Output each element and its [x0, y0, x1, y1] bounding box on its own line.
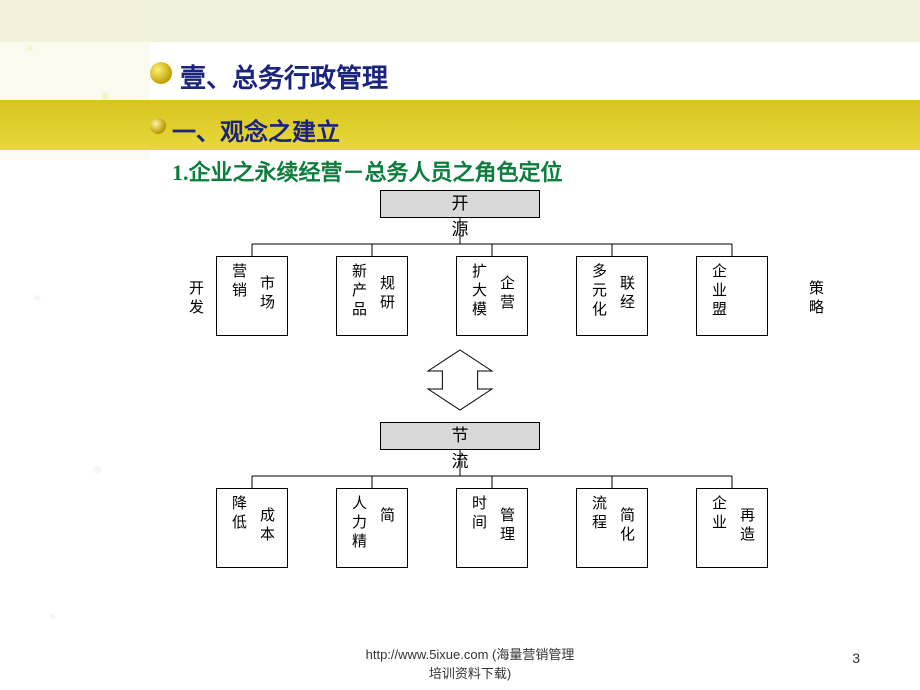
leaf-col-1: 新产品	[351, 263, 367, 320]
heading-3: 1.企业之永续经营－总务人员之角色定位	[172, 155, 563, 187]
leaf-col-1: 企业	[711, 495, 727, 533]
leaf-col-2: 联经	[619, 275, 635, 313]
leaf-box-top-4: 企业盟	[696, 256, 768, 336]
leaf-col-1: 多元化	[591, 263, 607, 320]
footer-line-2: 培训资料下载)	[429, 666, 511, 681]
leaf-col-2: 规研	[379, 275, 395, 313]
leaf-col-2: 成本	[259, 507, 275, 545]
bullet-icon	[150, 118, 166, 134]
leaf-col-2: 市场	[259, 275, 275, 313]
root-box-top: 开 源	[380, 190, 540, 218]
leaf-col-1: 人力精	[351, 495, 367, 552]
leaf-box-bottom-4: 企业再造	[696, 488, 768, 568]
leaf-box-bottom-1: 人力精简	[336, 488, 408, 568]
heading-1: 壹、总务行政管理	[180, 58, 388, 95]
footer-line-1: http://www.5ixue.com (海量营销管理	[366, 647, 575, 662]
root-box-bottom: 节 流	[380, 422, 540, 450]
footer-text: http://www.5ixue.com (海量营销管理 培训资料下载)	[300, 644, 640, 682]
org-diagram: 开 源营销市场新产品规研扩大模企营多元化联经企业盟开发策略节 流降低成本人力精简…	[0, 190, 920, 660]
leaf-col-1: 时间	[471, 495, 487, 533]
double-arrow-icon	[428, 350, 492, 410]
leaf-box-bottom-2: 时间管理	[456, 488, 528, 568]
side-label: 策略	[810, 280, 826, 318]
leaf-col-2: 企营	[499, 275, 515, 313]
leaf-box-bottom-0: 降低成本	[216, 488, 288, 568]
heading-2: 一、观念之建立	[172, 112, 340, 147]
side-label: 开发	[190, 280, 206, 318]
leaf-col-2: 简	[379, 507, 395, 526]
page-number: 3	[852, 650, 860, 666]
leaf-col-1: 扩大模	[471, 263, 487, 320]
leaf-box-top-1: 新产品规研	[336, 256, 408, 336]
leaf-col-1: 企业盟	[711, 263, 727, 320]
leaf-box-top-2: 扩大模企营	[456, 256, 528, 336]
bullet-icon	[150, 62, 172, 84]
leaf-box-bottom-3: 流程简化	[576, 488, 648, 568]
leaf-col-1: 营销	[231, 263, 247, 301]
leaf-box-top-0: 营销市场	[216, 256, 288, 336]
leaf-box-top-3: 多元化联经	[576, 256, 648, 336]
yellow-bar	[0, 100, 920, 150]
leaf-col-1: 流程	[591, 495, 607, 533]
leaf-col-1: 降低	[231, 495, 247, 533]
leaf-col-2: 管理	[499, 507, 515, 545]
leaf-col-2: 简化	[619, 507, 635, 545]
leaf-col-2: 再造	[739, 507, 755, 545]
